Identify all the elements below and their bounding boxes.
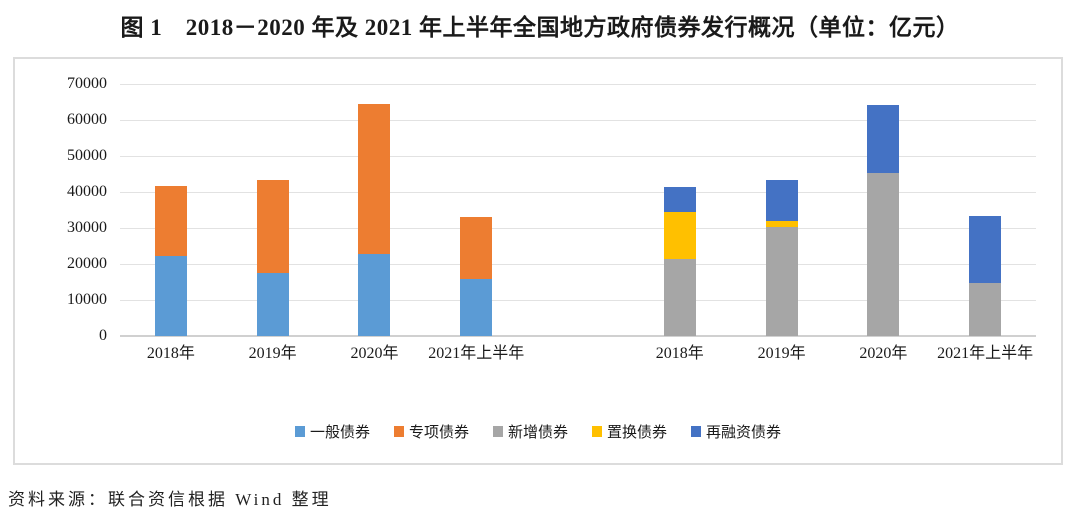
bar-segment-专项债券 — [358, 104, 391, 254]
bar-segment-再融资债券 — [969, 216, 1002, 283]
legend-label: 再融资债券 — [706, 425, 782, 441]
y-axis-tick-label: 20000 — [67, 255, 107, 272]
bar-segment-一般债券 — [358, 254, 391, 336]
legend-label: 新增债券 — [507, 425, 568, 441]
legend-item: 一般债券 — [294, 421, 370, 442]
legend-label: 置换债券 — [607, 425, 668, 441]
category-slot: 2020年 — [832, 84, 934, 362]
category-slot: 2020年 — [324, 84, 426, 362]
y-axis-tick-label: 60000 — [67, 111, 107, 128]
x-axis-label: 2018年 — [655, 345, 704, 362]
bar-segment-专项债券 — [154, 186, 187, 256]
stacked-bar-group-right-2021年上半年 — [969, 216, 1002, 336]
figure-title: 图 1 2018－2020 年及 2021 年上半年全国地方政府债券发行概况（单… — [120, 15, 960, 40]
bar-segment-新增债券 — [867, 173, 900, 336]
chart-legend: 一般债券 专项债券 新增债券 置换债券 再融资债券 — [15, 421, 1061, 442]
stacked-bar-group-right-2018年 — [663, 187, 696, 336]
gridline — [120, 228, 1036, 229]
legend-swatch — [592, 426, 602, 437]
bar-segment-新增债券 — [969, 283, 1002, 336]
legend-swatch — [691, 426, 702, 437]
x-axis-label: 2018年 — [146, 345, 195, 362]
bar-segment-置换债券 — [765, 221, 798, 227]
x-axis-label: 2020年 — [350, 345, 399, 362]
bar-segment-一般债券 — [256, 273, 289, 336]
bar-segment-再融资债券 — [867, 105, 900, 173]
legend-item: 置换债券 — [592, 421, 667, 442]
source-note: 资料来源：联合资信根据 Wind 整理 — [8, 490, 332, 509]
x-axis-label: 2021年上半年 — [937, 345, 1034, 362]
gridline — [120, 84, 1036, 85]
legend-label: 一般债券 — [309, 425, 370, 441]
stacked-bar-group-right-2019年 — [765, 180, 798, 336]
y-axis-tick-label: 40000 — [67, 183, 107, 200]
bar-segment-再融资债券 — [765, 180, 798, 221]
bar-segment-新增债券 — [663, 259, 696, 336]
category-slot: 2019年 — [731, 84, 833, 362]
chart-frame: 0 10000 20000 30000 40000 50000 60000 70000 201… — [13, 57, 1063, 465]
x-axis-label: 2021年上半年 — [428, 345, 525, 362]
bar-segment-新增债券 — [765, 227, 798, 336]
gridline — [120, 156, 1036, 157]
bar-segment-一般债券 — [154, 256, 187, 336]
stacked-bar-group-left-2020年 — [358, 104, 391, 336]
category-slot: 2018年 — [629, 84, 731, 362]
spacer-slot — [527, 84, 629, 336]
category-slot: 2021年上半年 — [425, 84, 527, 362]
bar-segment-再融资债券 — [663, 187, 696, 212]
gridline — [120, 192, 1036, 193]
y-axis-tick-label: 30000 — [67, 219, 107, 236]
bar-segment-专项债券 — [460, 217, 493, 279]
y-axis-tick-label: 50000 — [67, 147, 107, 164]
plot-area: 2018年 2019年 2020年 2021年上半年 2018年 2019年 2020年 20… — [120, 84, 1036, 362]
y-axis-tick-label: 70000 — [67, 75, 107, 92]
stacked-bar-group-right-2020年 — [867, 105, 900, 336]
legend-swatch — [492, 426, 503, 437]
gridline — [120, 120, 1036, 121]
category-slot: 2021年上半年 — [934, 84, 1036, 362]
bar-segment-专项债券 — [256, 180, 289, 273]
y-axis-tick-label: 10000 — [67, 291, 107, 308]
legend-item: 新增债券 — [492, 421, 568, 442]
x-axis-label: 2019年 — [248, 345, 297, 362]
legend-swatch — [393, 426, 404, 437]
stacked-bar-group-left-2019年 — [256, 180, 289, 336]
x-axis-line — [120, 335, 1036, 337]
gridline — [120, 264, 1036, 265]
category-slot: 2018年 — [120, 84, 222, 362]
stacked-bar-group-left-2021年上半年 — [460, 217, 493, 336]
legend-item: 专项债券 — [393, 421, 469, 442]
stacked-bar-group-left-2018年 — [154, 186, 187, 336]
category-slot: 2019年 — [222, 84, 324, 362]
y-axis-tick-label: 0 — [99, 327, 107, 344]
legend-swatch — [294, 426, 305, 437]
x-axis-label: 2020年 — [859, 345, 908, 362]
bar-segment-置换债券 — [663, 212, 696, 259]
legend-label: 专项债券 — [408, 425, 469, 441]
legend-item: 再融资债券 — [691, 421, 781, 442]
gridline — [120, 300, 1036, 301]
x-axis-label: 2019年 — [757, 345, 806, 362]
bar-segment-一般债券 — [460, 279, 493, 336]
bar-slots: 2018年 2019年 2020年 2021年上半年 2018年 2019年 2020年 20… — [120, 84, 1036, 362]
